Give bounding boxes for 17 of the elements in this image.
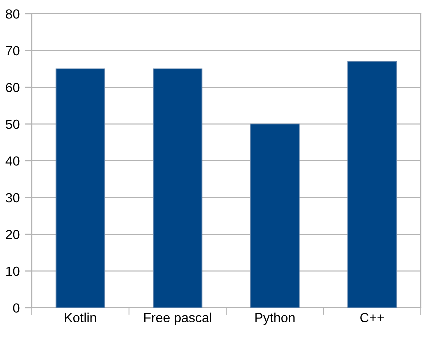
y-tick-label: 20 [6, 230, 20, 240]
y-tick-label: 30 [6, 193, 20, 203]
y-tick-label: 70 [6, 46, 20, 56]
x-tick-label: Kotlin [65, 312, 96, 323]
y-tick-label: 50 [6, 120, 20, 130]
x-tick-label: Free pascal [144, 312, 212, 326]
bar [56, 68, 106, 308]
y-tick-label: 0 [13, 304, 20, 313]
y-tick-label: 40 [6, 156, 20, 166]
y-tick-label: 10 [6, 266, 20, 276]
bar [153, 68, 203, 308]
bar [348, 61, 398, 308]
y-tick-label: 80 [6, 10, 20, 19]
x-tick-label: C++ [360, 313, 384, 323]
y-tick-label: 60 [6, 83, 20, 92]
bar [250, 124, 300, 308]
x-tick-label: Python [256, 312, 295, 326]
